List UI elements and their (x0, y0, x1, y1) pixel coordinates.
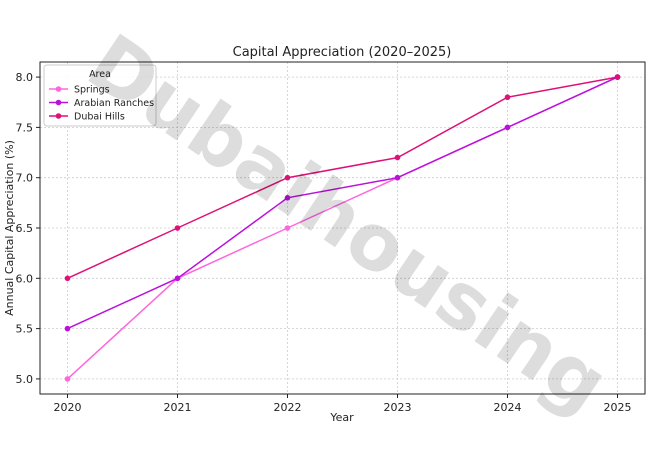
y-tick-label: 7.0 (16, 172, 34, 185)
x-tick-label: 2022 (274, 401, 302, 414)
legend-title: Area (89, 69, 111, 80)
data-point (64, 325, 71, 332)
data-point (504, 94, 511, 101)
data-point (284, 225, 291, 231)
legend-label: Springs (74, 85, 110, 96)
y-tick-label: 7.5 (16, 121, 34, 134)
data-point (394, 174, 401, 181)
y-tick-label: 6.5 (16, 222, 34, 235)
y-axis-label: Annual Capital Appreciation (%) (3, 140, 16, 316)
chart-title: Capital Appreciation (2020–2025) (233, 45, 452, 60)
legend-label: Dubai Hills (74, 112, 125, 123)
axis-ticks: 2020 2021 2022 2023 2024 2025 5.0 5.5 6.0 6.5 7.0 7… (16, 71, 632, 414)
y-tick-label: 8.0 (16, 71, 34, 84)
y-tick-label: 5.5 (16, 323, 34, 336)
series-line (67, 76, 618, 330)
data-point (394, 154, 401, 161)
data-point (614, 74, 621, 80)
watermark: Dubaihousing (72, 18, 624, 431)
data-point (284, 195, 291, 201)
x-tick-label: 2024 (494, 401, 522, 414)
series-line (67, 76, 618, 279)
x-tick-label: 2025 (604, 401, 632, 414)
data-point (174, 225, 181, 231)
x-axis-label: Year (329, 411, 354, 424)
x-tick-label: 2023 (384, 401, 412, 414)
legend-label: Arabian Ranches (74, 98, 154, 109)
series-layer (64, 74, 621, 382)
legend: Area Springs Arabian Ranches Dubai Hills (43, 64, 157, 127)
data-point (284, 174, 291, 181)
y-tick-label: 5.0 (16, 373, 34, 386)
legend-marker (55, 99, 62, 106)
legend-marker (55, 113, 62, 119)
y-tick-label: 6.0 (16, 272, 34, 285)
data-point (174, 275, 181, 282)
data-point (504, 124, 511, 131)
x-tick-label: 2020 (54, 401, 82, 414)
data-point (64, 376, 71, 382)
legend-marker (55, 86, 62, 92)
data-point (64, 275, 71, 282)
x-tick-label: 2021 (164, 401, 192, 414)
legend-box (43, 64, 157, 127)
